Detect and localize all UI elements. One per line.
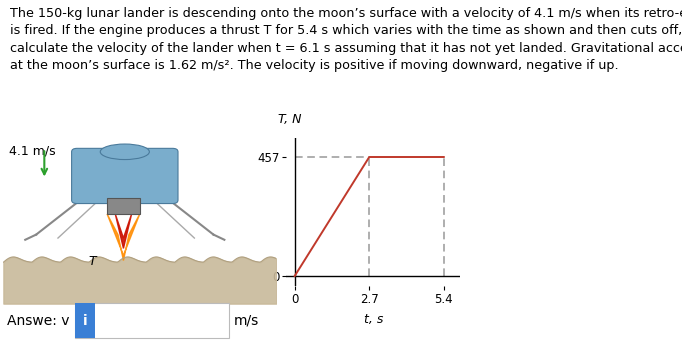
FancyBboxPatch shape <box>75 304 95 338</box>
Polygon shape <box>115 214 132 248</box>
Text: i: i <box>83 314 87 328</box>
Text: The 150-kg lunar lander is descending onto the moon’s surface with a velocity of: The 150-kg lunar lander is descending on… <box>10 7 682 72</box>
FancyBboxPatch shape <box>107 198 140 214</box>
Polygon shape <box>107 214 140 260</box>
Text: T: T <box>89 255 96 268</box>
Text: T, N: T, N <box>278 113 301 126</box>
FancyBboxPatch shape <box>75 304 228 338</box>
FancyBboxPatch shape <box>72 148 178 204</box>
Text: m/s: m/s <box>234 314 259 328</box>
Ellipse shape <box>100 144 149 159</box>
Text: 4.1 m/s: 4.1 m/s <box>9 145 55 158</box>
Text: Answe: v =: Answe: v = <box>7 314 89 328</box>
Text: t, s: t, s <box>364 313 383 326</box>
